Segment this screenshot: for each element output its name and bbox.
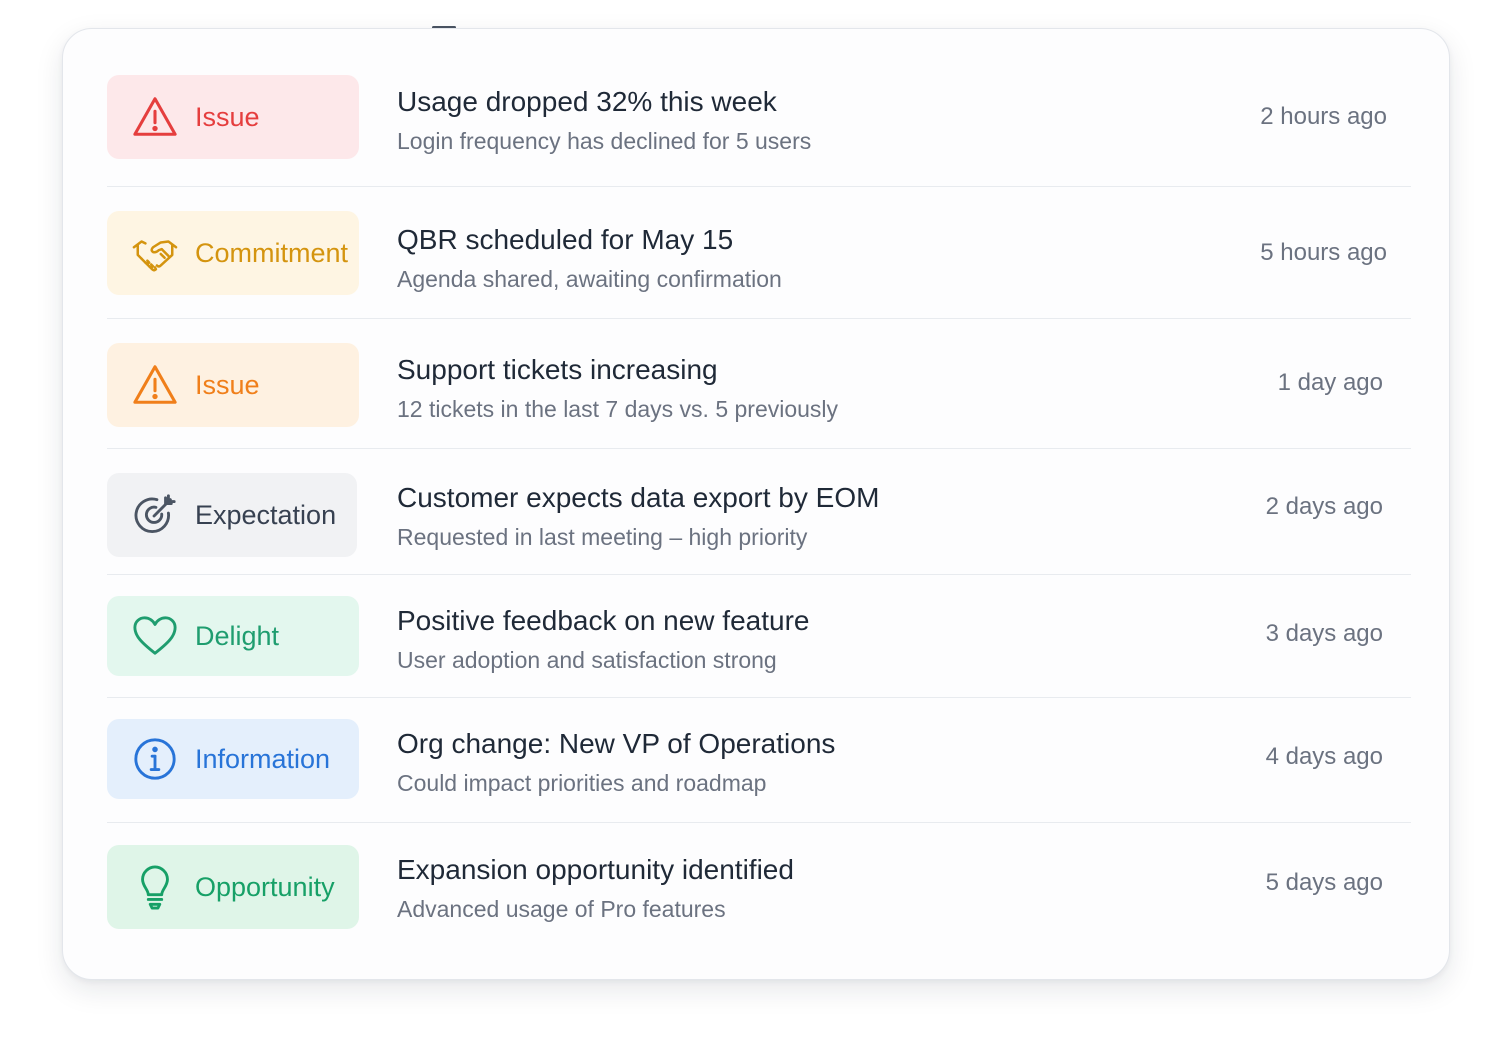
tag-badge-expectation: Expectation bbox=[107, 473, 357, 557]
item-title: QBR scheduled for May 15 bbox=[397, 224, 734, 255]
list-item[interactable]: Information Org change: New VP of Operat… bbox=[107, 719, 1411, 823]
list-item[interactable]: Commitment QBR scheduled for May 15 Agen… bbox=[107, 211, 1411, 319]
tag-label: Opportunity bbox=[195, 871, 335, 902]
item-subtitle: 12 tickets in the last 7 days vs. 5 prev… bbox=[397, 396, 839, 422]
tag-label: Delight bbox=[195, 620, 280, 651]
divider bbox=[107, 573, 1411, 575]
target-arrow-icon bbox=[131, 491, 179, 539]
top-notch bbox=[432, 26, 456, 29]
item-subtitle: Requested in last meeting – high priorit… bbox=[397, 524, 808, 550]
warning-triangle-icon bbox=[131, 361, 179, 409]
heart-icon bbox=[131, 612, 179, 660]
item-title: Customer expects data export by EOM bbox=[397, 482, 880, 513]
info-circle-icon bbox=[131, 735, 179, 783]
tag-label: Commitment bbox=[195, 237, 349, 268]
divider bbox=[107, 696, 1411, 698]
warning-triangle-icon bbox=[131, 93, 179, 141]
divider bbox=[107, 821, 1411, 823]
item-timestamp: 2 hours ago bbox=[1260, 103, 1387, 130]
tag-label: Expectation bbox=[195, 499, 337, 530]
list-item[interactable]: Issue Support tickets increasing 12 tick… bbox=[107, 343, 1411, 449]
divider bbox=[107, 185, 1411, 187]
lightbulb-icon bbox=[131, 863, 179, 911]
tag-badge-information: Information bbox=[107, 719, 359, 799]
item-timestamp: 5 hours ago bbox=[1260, 239, 1387, 266]
item-subtitle: Agenda shared, awaiting confirmation bbox=[397, 266, 782, 292]
item-subtitle: Login frequency has declined for 5 users bbox=[397, 128, 812, 154]
item-timestamp: 2 days ago bbox=[1265, 493, 1383, 520]
item-timestamp: 3 days ago bbox=[1265, 620, 1383, 647]
list-item[interactable]: Expectation Customer expects data export… bbox=[107, 473, 1411, 575]
tag-label: Issue bbox=[195, 101, 260, 132]
handshake-icon bbox=[131, 229, 179, 277]
tag-badge-issue: Issue bbox=[107, 343, 359, 427]
item-subtitle: Advanced usage of Pro features bbox=[397, 896, 726, 922]
item-title: Positive feedback on new feature bbox=[397, 605, 810, 636]
item-subtitle: Could impact priorities and roadmap bbox=[397, 770, 767, 796]
tag-badge-commitment: Commitment bbox=[107, 211, 359, 295]
item-timestamp: 1 day ago bbox=[1277, 369, 1383, 396]
tag-label: Information bbox=[195, 743, 331, 774]
item-title: Support tickets increasing bbox=[397, 354, 718, 385]
list-item[interactable]: Opportunity Expansion opportunity identi… bbox=[107, 845, 1411, 931]
item-title: Expansion opportunity identified bbox=[397, 854, 794, 885]
item-title: Usage dropped 32% this week bbox=[397, 86, 777, 117]
tag-badge-opportunity: Opportunity bbox=[107, 845, 359, 929]
item-timestamp: 4 days ago bbox=[1265, 743, 1383, 770]
tag-badge-issue: Issue bbox=[107, 75, 359, 159]
divider bbox=[107, 447, 1411, 449]
list-item[interactable]: Issue Usage dropped 32% this week Login … bbox=[107, 75, 1411, 187]
list-item[interactable]: Delight Positive feedback on new feature… bbox=[107, 596, 1411, 698]
divider bbox=[107, 317, 1411, 319]
item-title: Org change: New VP of Operations bbox=[397, 728, 836, 759]
item-subtitle: User adoption and satisfaction strong bbox=[397, 647, 777, 673]
tag-label: Issue bbox=[195, 369, 260, 400]
item-timestamp: 5 days ago bbox=[1265, 869, 1383, 896]
signals-card: Issue Usage dropped 32% this week Login … bbox=[62, 28, 1450, 980]
tag-badge-delight: Delight bbox=[107, 596, 359, 676]
